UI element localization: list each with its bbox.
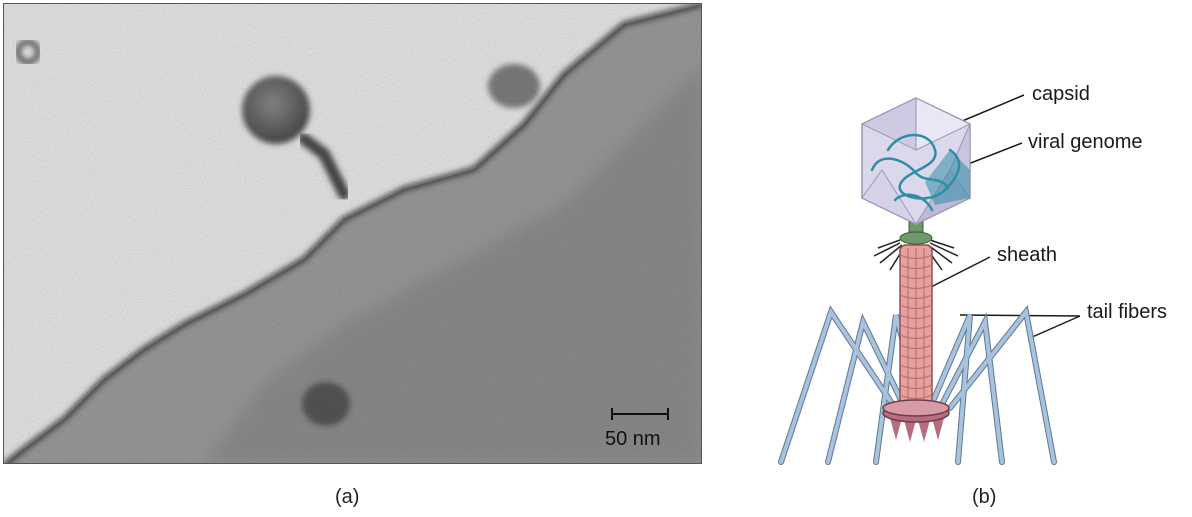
label-tail-fibers: tail fibers [1087,301,1168,323]
scale-bar-label: 50 nm [605,428,661,450]
label-viral-genome: viral genome [1028,131,1143,153]
base-plate [882,399,950,442]
electron-micrograph: 50 nm [3,3,702,464]
tail-sheath [899,244,933,411]
capsid [860,97,972,226]
panel-label-b: (b) [972,486,997,508]
collar [899,221,933,245]
micrograph-image [4,4,701,463]
label-capsid: capsid [1032,83,1090,105]
label-sheath: sheath [997,244,1058,266]
collar-spikes [873,239,959,271]
viral-genome [870,133,961,212]
scale-bar [611,408,669,420]
panel-label-a: (a) [335,486,360,508]
